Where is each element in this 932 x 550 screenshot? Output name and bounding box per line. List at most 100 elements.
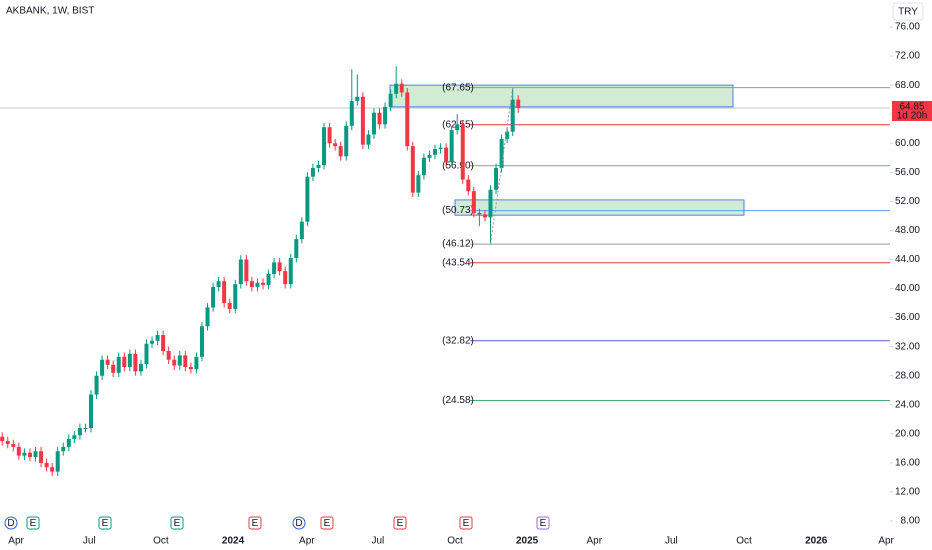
event-marker[interactable]: E [320,516,334,530]
candle [288,253,293,289]
candle [166,346,171,365]
event-icon [4,516,18,530]
y-tick-label: 32.00 [895,341,920,352]
candle [427,150,432,163]
candle [471,186,476,218]
y-tick-label: 52.00 [895,196,920,207]
candle-body [377,112,382,125]
candle-body [138,364,143,372]
candle [421,153,426,180]
candle-body [294,239,299,259]
x-tick-label: 2026 [805,536,828,547]
candle-body [338,146,343,157]
candle-body [322,127,327,166]
candle [299,217,304,244]
candle [188,362,193,374]
candle-body [166,351,171,360]
candle-body [482,214,487,218]
event-marker[interactable]: E [459,516,473,530]
candle-body [0,436,5,442]
candle-body [172,359,177,366]
candle [499,134,504,173]
candle [322,122,327,170]
candle [261,278,266,290]
candle [105,355,110,370]
candle-body [355,96,360,102]
event-label: D [7,518,14,529]
candle [333,138,338,151]
candle-body [421,157,426,176]
event-icon [459,516,473,530]
candle [16,442,21,460]
chart-title: AKBANK, 1W, BIST [6,6,94,17]
candle [161,330,166,356]
candle-body [444,147,449,163]
candle [72,430,77,444]
level-label: (50.73) [442,205,474,216]
candle [211,282,216,312]
event-label: E [252,518,259,529]
candle [216,276,221,292]
candle-body [455,124,460,131]
y-tick-label: 68.00 [895,80,920,91]
candle [183,351,188,372]
candle-body [410,146,415,193]
candle-body [44,462,49,468]
event-label: E [540,518,547,529]
candle-body [327,127,332,144]
candle-body [394,83,399,94]
candle [388,89,393,112]
event-icon [393,516,407,530]
y-tick-label: 48.00 [895,225,920,236]
event-marker[interactable]: E [393,516,407,530]
level-label: (32.82) [442,335,474,346]
candle-body [144,343,149,365]
candle [27,448,32,462]
candle [349,69,354,131]
event-icon [248,516,262,530]
event-marker[interactable]: E [170,516,184,530]
candle-body [405,92,410,147]
level-label: (46.12) [442,239,474,250]
candle-body [272,262,277,274]
candle [88,390,93,433]
candle [249,276,254,292]
currency-box[interactable] [892,2,924,21]
candle-body [105,359,110,365]
candle [172,355,177,370]
event-icon [320,516,334,530]
candle-body [27,452,32,458]
candle-body [333,143,338,147]
x-tick-label: 2024 [222,536,245,547]
price-tag [892,101,932,122]
event-marker[interactable]: D [4,516,18,530]
y-tick-label: 40.00 [895,283,920,294]
candle-body [427,154,432,158]
candle-body [211,287,216,308]
candle-body [505,131,510,139]
candle-body [383,106,388,125]
candle [33,446,38,462]
candle-body [244,259,249,282]
candle-body [83,428,88,430]
candle [199,321,204,362]
event-marker[interactable]: E [536,516,550,530]
y-tick-label: 72.00 [895,51,920,62]
level-label: (56.90) [442,160,474,171]
zone [454,199,745,216]
currency[interactable]: TRY [898,7,918,18]
x-tick-label: Oct [447,536,463,547]
candle [377,108,382,129]
y-tick-label: 8.00 [901,516,921,527]
candle [272,258,277,279]
candle-body [55,451,60,472]
event-marker[interactable]: D [292,516,306,530]
event-label: E [463,518,470,529]
candle-body [155,335,160,341]
event-label: E [174,518,181,529]
event-label: E [324,518,331,529]
event-marker[interactable]: E [26,516,40,530]
event-marker[interactable]: E [98,516,112,530]
candle [399,79,404,97]
event-marker[interactable]: E [248,516,262,530]
